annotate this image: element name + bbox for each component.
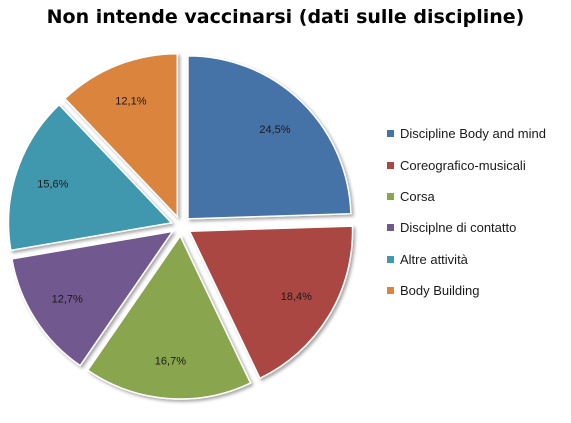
chart-title: Non intende vaccinarsi (dati sulle disci… xyxy=(46,6,525,28)
legend-item-body-building: Body Building xyxy=(387,275,546,306)
legend-swatch xyxy=(387,224,394,232)
legend-label: Corsa xyxy=(400,188,435,204)
data-label-corsa: 16,7% xyxy=(155,356,186,368)
pie-slice-altre-attivita xyxy=(7,103,174,252)
legend-swatch xyxy=(387,161,394,169)
legend-swatch xyxy=(387,255,394,263)
data-label-altre-attivita: 15,6% xyxy=(37,178,68,190)
legend: Discipline Body and mind Coreografico-mus… xyxy=(387,118,546,306)
legend-item-discipline-body-and-mind: Discipline Body and mind xyxy=(387,118,546,149)
legend-label: Coreografico-musicali xyxy=(400,157,526,173)
pie-slice-body-building xyxy=(63,52,179,219)
legend-swatch xyxy=(387,130,394,138)
legend-swatch xyxy=(387,192,394,200)
pie-slice-coreografico-musicali xyxy=(188,225,354,380)
data-label-discipline-body-and-mind: 24,5% xyxy=(259,124,290,136)
legend-swatch xyxy=(387,287,394,295)
data-label-disciplne-di-contatto: 12,7% xyxy=(52,294,83,306)
legend-item-disciplne-di-contatto: Disciplne di contatto xyxy=(387,212,546,243)
legend-item-altre-attivita: Altre attività xyxy=(387,244,546,275)
legend-item-corsa: Corsa xyxy=(387,181,546,212)
pie-slice-corsa xyxy=(86,234,252,400)
legend-label: Disciplne di contatto xyxy=(400,220,517,236)
legend-label: Discipline Body and mind xyxy=(400,126,546,142)
legend-item-coreografico-musicali: Coreografico-musicali xyxy=(387,149,546,180)
pie-slice-discipline-body-and-mind xyxy=(187,55,352,220)
data-label-body-building: 12,1% xyxy=(115,96,146,108)
legend-label: Altre attività xyxy=(400,251,468,267)
pie-slice-disciplne-di-contatto xyxy=(11,230,175,367)
data-label-coreografico-musicali: 18,4% xyxy=(281,291,312,303)
legend-label: Body Building xyxy=(400,283,480,299)
